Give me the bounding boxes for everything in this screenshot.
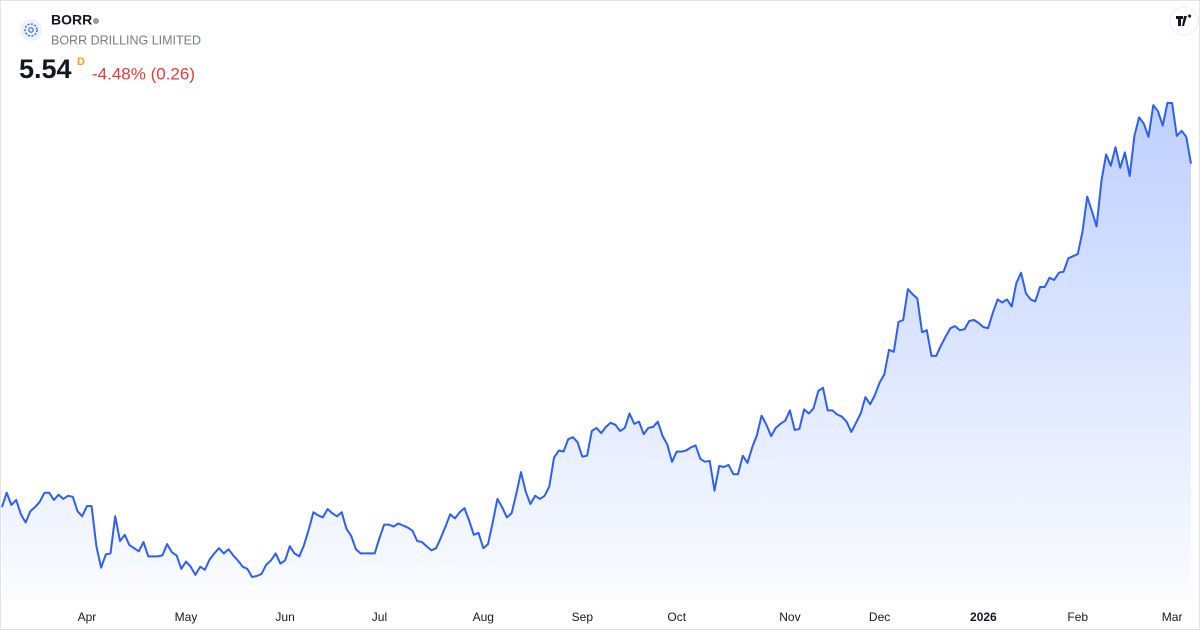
status-dot [93, 18, 99, 24]
price-change: -4.48% (0.26) [92, 64, 195, 83]
x-tick-label: Nov [779, 610, 800, 624]
plot-area [1, 102, 1192, 600]
x-tick-label: 2026 [970, 610, 997, 624]
x-tick-label: May [175, 610, 198, 624]
last-price: 5.54 [19, 54, 72, 84]
x-tick-label: Apr [78, 610, 97, 624]
brand-logo[interactable] [1169, 6, 1199, 36]
x-tick-label: Aug [473, 610, 494, 624]
x-tick-label: Dec [869, 610, 890, 624]
price-line [1, 102, 1192, 578]
interval: D [77, 56, 85, 68]
symbol-logo [20, 19, 42, 41]
area-fill [2, 103, 1191, 600]
x-tick-label: Feb [1067, 610, 1088, 624]
x-tick-label: Jul [372, 610, 387, 624]
symbol: BORR [51, 12, 92, 28]
x-tick-label: Oct [667, 610, 686, 624]
x-tick-label: Sep [572, 610, 594, 624]
x-tick-label: Mar [1162, 610, 1183, 624]
company-name: BORR DRILLING LIMITED [51, 33, 201, 47]
x-tick-label: Jun [275, 610, 294, 624]
